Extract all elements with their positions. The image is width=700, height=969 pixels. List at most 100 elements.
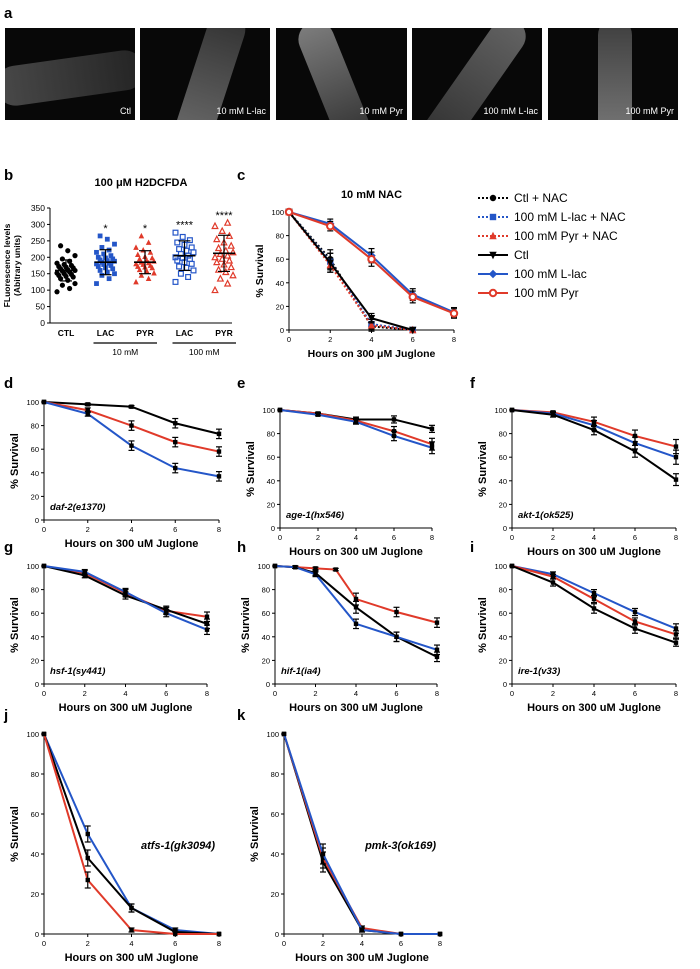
x-tick-label: 8 xyxy=(205,689,209,698)
data-point xyxy=(110,256,116,262)
x-axis-label: Hours on 300 uM Juglone xyxy=(295,952,429,964)
data-point xyxy=(509,563,515,569)
x-tick-label: 2 xyxy=(86,525,90,534)
data-point xyxy=(434,654,440,660)
x-tick-label: 6 xyxy=(173,525,177,534)
data-point xyxy=(353,605,359,610)
line-chart-d: 0 20 40 60 80 100 0 2 4 6 8 Hours on 300 uM Juglone… xyxy=(9,398,222,550)
series-line-pyr xyxy=(279,409,433,446)
significance-mark: **** xyxy=(215,210,233,222)
data-point xyxy=(326,221,335,231)
data-point xyxy=(172,229,179,236)
data-point xyxy=(82,569,87,575)
micrograph-caption: 100 mM L-lac xyxy=(483,106,538,116)
y-tick-label: 40 xyxy=(499,477,507,486)
y-tick-label: 60 xyxy=(276,255,284,264)
data-point xyxy=(173,421,178,426)
x-tick-label: 4 xyxy=(360,939,364,948)
data-point xyxy=(213,257,221,266)
data-point xyxy=(85,402,90,407)
category-label: PYR xyxy=(136,328,153,338)
data-point xyxy=(211,285,219,294)
y-axis-label: % Survival xyxy=(477,597,489,653)
x-tick-label: 6 xyxy=(173,939,177,948)
data-point xyxy=(54,270,60,276)
y-tick-label: 0 xyxy=(266,680,270,689)
y-tick-label: 60 xyxy=(499,453,507,462)
y-tick-label: 0 xyxy=(40,318,45,328)
strain-label: ire-1(v33) xyxy=(518,666,560,677)
x-tick-label: 2 xyxy=(316,533,320,542)
x-tick-label: 8 xyxy=(674,533,678,542)
data-point xyxy=(123,589,128,595)
data-point xyxy=(408,292,417,302)
legend-label: 100 mM Pyr + NAC xyxy=(514,229,618,243)
data-point xyxy=(85,855,90,861)
y-tick-label: 80 xyxy=(262,586,270,595)
data-point xyxy=(97,257,103,263)
data-point xyxy=(58,243,64,249)
panel-label-h: h xyxy=(237,539,246,556)
data-point xyxy=(104,236,110,242)
data-point xyxy=(59,282,65,288)
strain-label: atfs-1(gk3094) xyxy=(141,840,215,852)
data-point xyxy=(85,411,90,416)
data-point xyxy=(293,564,298,570)
data-point xyxy=(129,443,134,448)
data-point xyxy=(216,274,225,282)
y-tick-label: 100 xyxy=(494,562,507,571)
x-tick-label: 0 xyxy=(42,689,46,698)
data-point xyxy=(216,931,222,937)
data-point xyxy=(211,252,219,261)
x-tick-label: 2 xyxy=(313,689,317,698)
data-point xyxy=(367,321,376,329)
data-point xyxy=(174,239,181,246)
x-tick-label: 2 xyxy=(328,335,332,344)
data-point xyxy=(394,609,399,615)
y-tick-label: 80 xyxy=(267,430,275,439)
data-point xyxy=(110,266,116,272)
x-tick-label: 4 xyxy=(354,689,358,698)
x-tick-label: 4 xyxy=(592,689,596,698)
x-tick-label: 8 xyxy=(674,689,678,698)
data-point xyxy=(94,249,99,255)
data-point xyxy=(367,255,376,264)
x-tick-label: 4 xyxy=(369,335,373,344)
y-tick-label: 100 xyxy=(26,562,39,571)
micrograph-caption: 10 mM Pyr xyxy=(359,106,403,116)
y-tick-label: 20 xyxy=(276,302,284,311)
x-tick-label: 8 xyxy=(430,533,434,542)
y-tick-label: 0 xyxy=(35,680,39,689)
data-point xyxy=(320,851,326,857)
data-point xyxy=(82,573,87,578)
x-axis-label: Hours on 300 uM Juglone xyxy=(65,538,199,550)
y-axis-label: % Survival xyxy=(240,597,252,653)
y-tick-label: 100 xyxy=(262,406,275,415)
y-tick-label: 20 xyxy=(31,656,39,665)
data-point xyxy=(213,234,221,243)
legend-marker xyxy=(489,231,497,240)
y-axis-label: % Survival xyxy=(254,244,266,297)
x-tick-label: 6 xyxy=(411,335,415,344)
x-axis-label: Hours on 300 uM Juglone xyxy=(527,702,661,714)
data-point xyxy=(272,563,278,569)
data-point xyxy=(429,445,435,450)
category-label: LAC xyxy=(97,328,114,338)
data-point xyxy=(591,596,597,602)
y-tick-label: 0 xyxy=(503,524,507,533)
line-chart-i: 0 20 40 60 80 100 0 2 4 6 8 Hours on 300 uM Juglone… xyxy=(477,562,679,714)
data-point xyxy=(353,621,359,627)
x-tick-label: 6 xyxy=(394,689,398,698)
data-point xyxy=(176,263,183,270)
legend-label: 100 mM L-lac xyxy=(514,267,587,281)
legend-label: Ctl + NAC xyxy=(514,191,568,205)
data-point xyxy=(179,233,186,240)
x-axis-label: Hours on 300 uM Juglone xyxy=(59,702,193,714)
micrograph-caption: 10 mM L-lac xyxy=(216,106,266,116)
y-tick-label: 0 xyxy=(275,930,279,939)
data-point xyxy=(229,248,237,256)
y-tick-label: 80 xyxy=(31,586,39,595)
significance-mark: * xyxy=(143,223,148,235)
legend-marker xyxy=(488,288,498,298)
data-point xyxy=(41,399,47,405)
